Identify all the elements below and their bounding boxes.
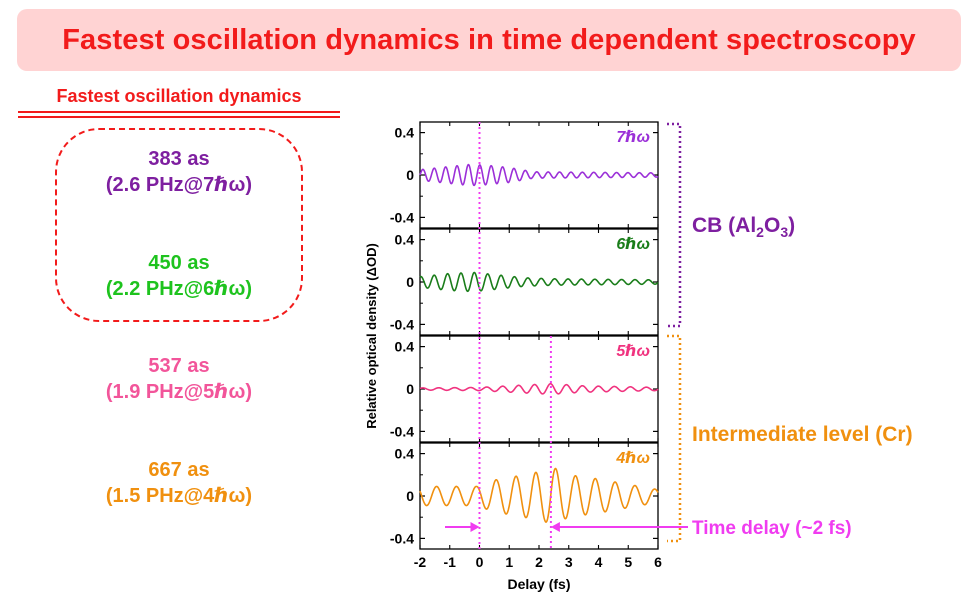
label-part: )	[788, 214, 795, 237]
cb-group-label: CB (Al2O3)	[692, 214, 795, 240]
x-axis-label: Delay (fs)	[507, 576, 570, 592]
y-axis-label: Relative optical density (ΔOD)	[364, 243, 379, 429]
left-heading: Fastest oscillation dynamics	[56, 86, 302, 106]
x-tick-label: -2	[414, 554, 427, 570]
highlight-dashed-box	[55, 128, 303, 322]
heading-underline-top	[18, 111, 340, 113]
period-detail: (1.9 PHz@5ℏω)	[105, 381, 253, 403]
period-detail: (1.5 PHz@4ℏω)	[105, 485, 253, 507]
period-detail: (2.2 PHz@6ℏω)	[105, 278, 253, 300]
y-tick-label: 0.4	[395, 446, 415, 462]
period-value: 450 as	[148, 252, 210, 274]
x-tick-label: -1	[444, 554, 457, 570]
x-tick-label: 3	[565, 554, 573, 570]
label-part: O	[764, 214, 780, 237]
x-tick-label: 4	[595, 554, 603, 570]
y-tick-label: 0.4	[395, 232, 415, 248]
delay-arrow-left-head	[470, 522, 480, 532]
y-tick-label: -0.4	[390, 530, 414, 546]
panel-label: 6ℏω	[616, 236, 650, 253]
panel-3: 0.4 0 -0.4 5ℏω	[390, 335, 659, 443]
y-tick-label: 0.4	[395, 339, 415, 355]
y-tick-label: 0.4	[395, 125, 415, 141]
y-tick-label: 0	[406, 167, 414, 183]
panel-label: 7ℏω	[616, 129, 650, 146]
x-tick-label: 6	[654, 554, 662, 570]
panel-4: 0.4 0 -0.4 4ℏω	[390, 442, 659, 550]
y-tick-label: -0.4	[390, 423, 414, 439]
panel-2: 0.4 0 -0.4 6ℏω	[390, 228, 659, 336]
panel-label: 5ℏω	[616, 343, 650, 360]
period-value: 667 as	[148, 459, 210, 481]
y-tick-label: 0	[406, 488, 414, 504]
cb-bracket	[667, 122, 682, 328]
x-tick-label: 0	[476, 554, 484, 570]
delay-arrow-right-head	[550, 522, 560, 532]
period-value: 383 as	[148, 148, 210, 170]
period-value: 537 as	[148, 355, 210, 377]
period-detail: (2.6 PHz@7ℏω)	[105, 174, 253, 196]
x-tick-label: 5	[624, 554, 632, 570]
subscript: 3	[780, 224, 788, 240]
y-tick-label: -0.4	[390, 209, 414, 225]
x-tick-label: 1	[505, 554, 513, 570]
heading-underline-bottom	[18, 116, 340, 118]
series-line-1	[419, 163, 659, 187]
period-4hw: 667 as (1.5 PHz@4ℏω)	[18, 457, 340, 509]
period-5hw: 537 as (1.9 PHz@5ℏω)	[18, 353, 340, 405]
x-tick-label: 2	[535, 554, 543, 570]
title-banner: Fastest oscillation dynamics in time dep…	[17, 9, 961, 71]
series-line-3	[419, 382, 659, 395]
cr-group-label: Intermediate level (Cr)	[692, 423, 913, 446]
panel-1: 0.4 0 -0.4 7ℏω	[390, 121, 659, 229]
label-part: CB (Al	[692, 214, 756, 237]
cr-bracket	[667, 334, 682, 543]
series-line-2	[419, 271, 659, 293]
period-6hw: 450 as (2.2 PHz@6ℏω)	[18, 250, 340, 302]
period-7hw: 383 as (2.6 PHz@7ℏω)	[18, 146, 340, 198]
page-title: Fastest oscillation dynamics in time dep…	[62, 23, 916, 56]
y-tick-label: 0	[406, 274, 414, 290]
y-tick-label: 0	[406, 381, 414, 397]
y-tick-label: -0.4	[390, 316, 414, 332]
series-line-4	[419, 467, 659, 523]
time-delay-annotation: Time delay (~2 fs)	[692, 518, 852, 539]
panel-label: 4ℏω	[615, 450, 650, 467]
subscript: 2	[756, 224, 764, 240]
